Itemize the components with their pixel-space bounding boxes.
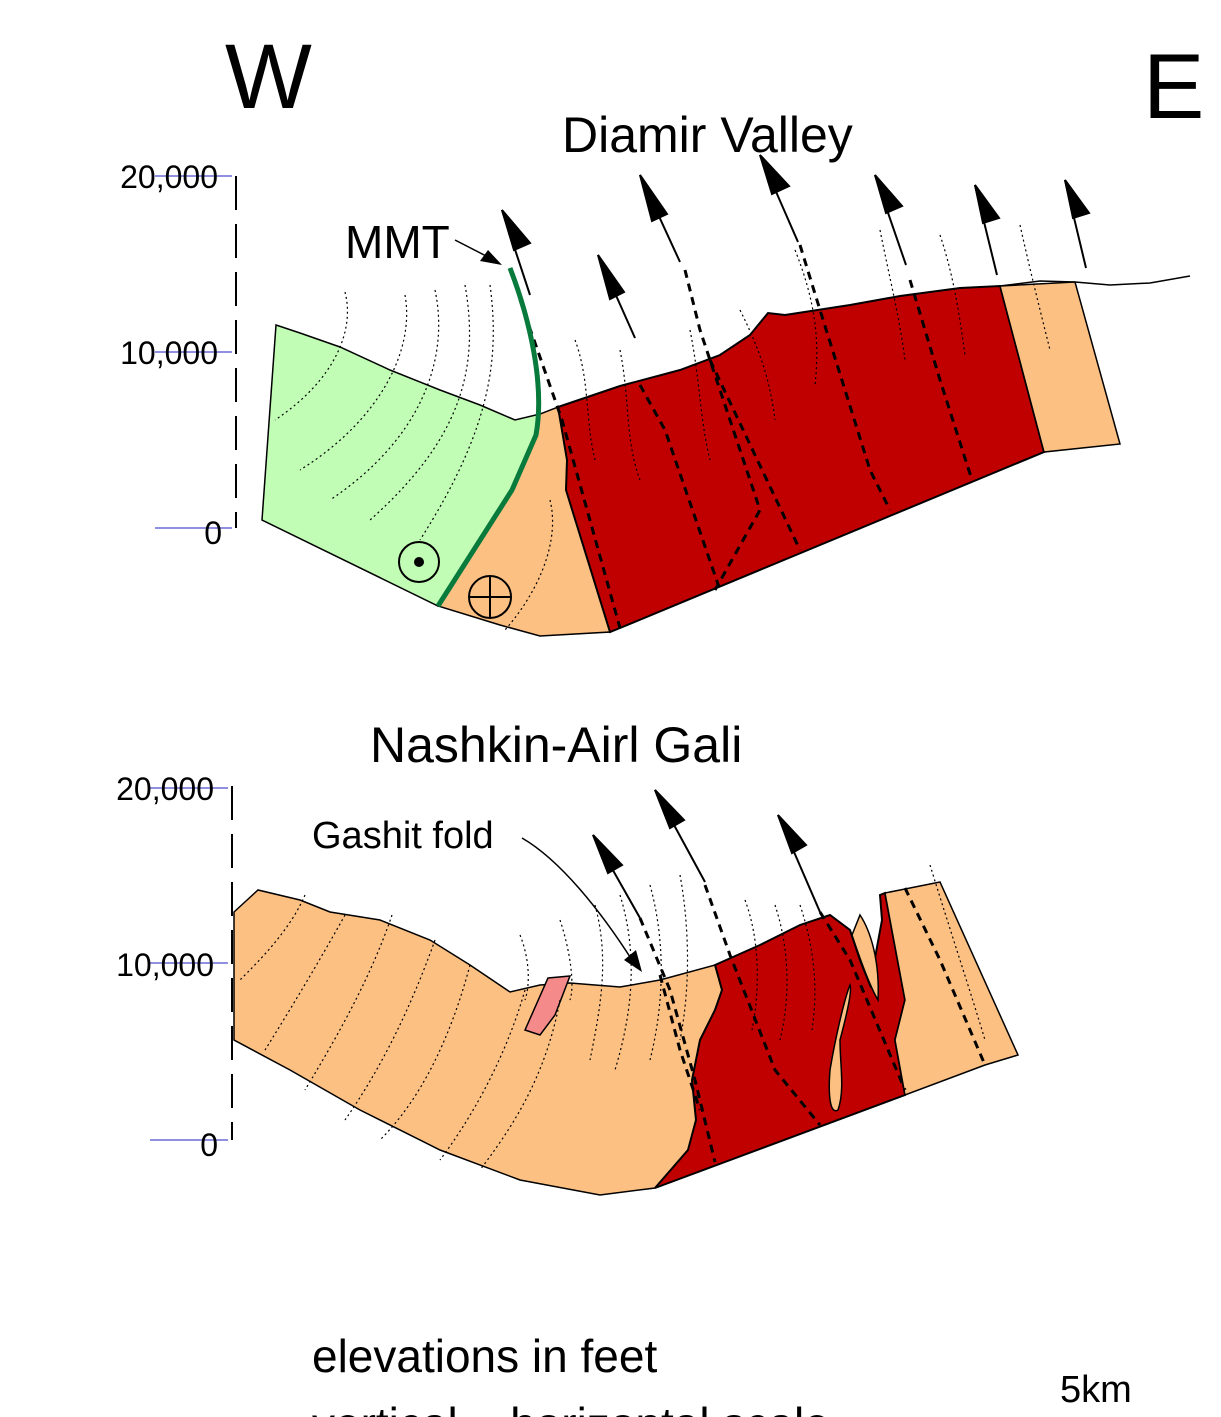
bottom-movement-arrows <box>592 789 821 919</box>
top-section-title: Diamir Valley <box>562 107 853 163</box>
bottom-orange-lens-2 <box>851 913 880 1003</box>
out-of-page-symbol-icon <box>398 541 440 583</box>
movement-arrow-icon <box>654 789 706 883</box>
gashit-fold-label: Gashit fold <box>312 815 494 857</box>
bottom-orange-lens-1 <box>828 982 852 1112</box>
movement-arrow-icon <box>597 254 636 339</box>
footer-line-2: vertical = horizontal scale <box>312 1398 830 1417</box>
top-foliation-traces <box>274 224 1051 631</box>
movement-arrow-icon <box>777 814 821 913</box>
movement-arrow-icon <box>874 174 907 266</box>
top-red-unit <box>556 284 1046 634</box>
bottom-thrust-traces <box>638 884 987 1163</box>
bottom-foliation-traces <box>239 864 986 1171</box>
movement-arrow-icon <box>759 154 799 243</box>
bottom-orange-unit-east <box>884 881 1020 1097</box>
bottom-pink-lens <box>523 975 572 1036</box>
movement-arrow-icon <box>1064 179 1091 269</box>
mmt-fault-line <box>435 267 542 608</box>
top-section: Diamir Valley 20,000 10,000 0 <box>120 107 1191 637</box>
west-label: W <box>225 26 312 128</box>
movement-arrow-icon <box>592 834 641 919</box>
top-orange-unit-east <box>999 281 1121 453</box>
top-tick-10000: 10,000 <box>120 335 218 371</box>
footer-line-1: elevations in feet <box>312 1330 657 1382</box>
top-elevation-axis: 20,000 10,000 0 <box>120 159 237 551</box>
movement-arrow-icon <box>501 209 532 296</box>
bottom-section: Nashkin-Airl Gali 20,000 10,000 0 <box>116 717 1020 1196</box>
gashit-leader <box>521 837 633 961</box>
top-movement-arrows <box>501 154 1091 339</box>
east-label: E <box>1143 36 1204 138</box>
movement-arrow-icon <box>639 174 681 263</box>
into-page-symbol-icon <box>468 575 512 619</box>
top-surface-line <box>999 275 1191 287</box>
mmt-leader <box>454 239 491 259</box>
footer-notes: elevations in feet vertical = horizontal… <box>312 1330 1132 1417</box>
top-tick-20000: 20,000 <box>120 159 218 195</box>
scale-bar-label: 5km <box>1060 1369 1132 1411</box>
mmt-leader-arrowhead <box>480 250 502 265</box>
top-tick-0: 0 <box>204 515 222 551</box>
mmt-label: MMT <box>345 216 450 268</box>
bottom-tick-10000: 10,000 <box>116 947 214 983</box>
movement-arrow-icon <box>974 184 1001 276</box>
bottom-tick-0: 0 <box>200 1127 218 1163</box>
gashit-leader-arrowhead <box>624 950 642 972</box>
bottom-section-title: Nashkin-Airl Gali <box>370 717 742 773</box>
bottom-elevation-axis: 20,000 10,000 0 <box>116 771 233 1163</box>
bottom-tick-20000: 20,000 <box>116 771 214 807</box>
